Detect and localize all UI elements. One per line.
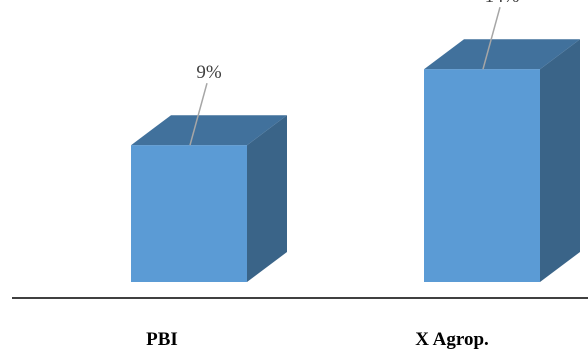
data-label-x-agrop: 14% (485, 0, 520, 7)
bar-x-agrop (424, 69, 540, 282)
bar-top-x-agrop (424, 39, 580, 70)
bar-top-pbi (131, 115, 287, 146)
data-label-pbi: 9% (196, 62, 222, 83)
bar-side-x-agrop (540, 39, 580, 283)
bar-side-pbi (247, 115, 287, 282)
category-label-pbi: PBI (146, 329, 178, 350)
leader-line-pbi (189, 83, 208, 146)
bar-pbi (131, 145, 247, 282)
category-label-x-agrop: X Agrop. (415, 329, 489, 350)
leader-line-x-agrop (482, 7, 501, 70)
